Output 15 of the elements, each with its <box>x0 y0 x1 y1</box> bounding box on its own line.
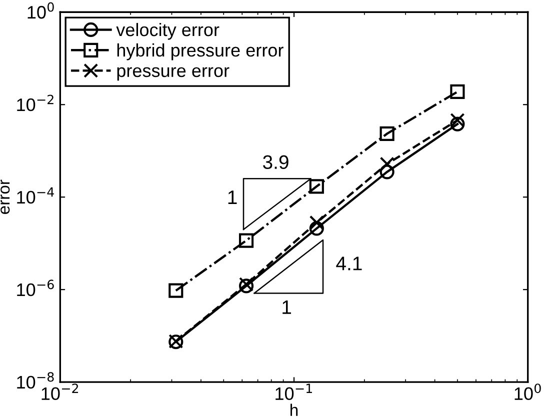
x-axis-title: h <box>290 404 298 416</box>
legend-label: velocity error <box>116 22 220 40</box>
y-tick-label: 10$^{−2}$ <box>17 94 54 112</box>
x-tick-label: 10$^{0}$ <box>514 384 541 400</box>
annotation: 1 <box>282 300 291 314</box>
annotation: 4.1 <box>336 256 362 270</box>
annotation: 3.9 <box>263 155 288 170</box>
y-tick-label: 10$^{0}$ <box>28 2 54 19</box>
y-tick-label: 10$^{−6}$ <box>17 280 54 296</box>
y-tick-label: 10$^{−4}$ <box>17 187 54 204</box>
y-axis-title: error <box>0 180 10 214</box>
legend-label: hybrid pressure error <box>117 43 284 60</box>
legend-label: pressure error <box>117 67 230 81</box>
annotation: 1 <box>228 190 237 204</box>
x-tick-label: 10$^{−1}$ <box>276 384 312 400</box>
